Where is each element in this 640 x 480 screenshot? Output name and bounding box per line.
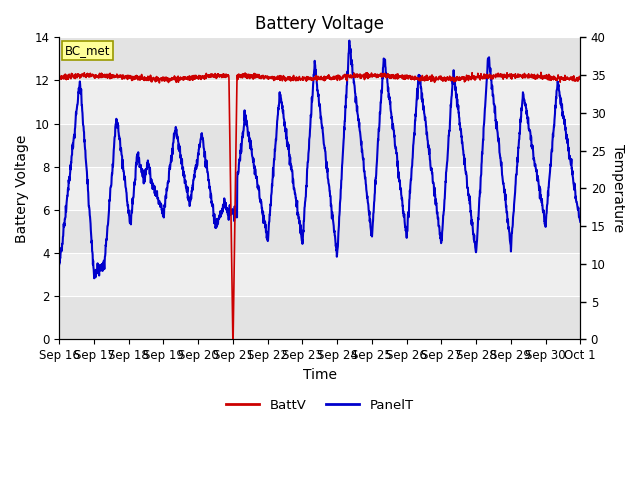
X-axis label: Time: Time: [303, 368, 337, 382]
Title: Battery Voltage: Battery Voltage: [255, 15, 384, 33]
Y-axis label: Battery Voltage: Battery Voltage: [15, 134, 29, 242]
Bar: [60, 253, 580, 296]
Bar: [60, 37, 580, 81]
Bar: [60, 296, 580, 339]
Bar: [60, 210, 580, 253]
Legend: BattV, PanelT: BattV, PanelT: [221, 394, 419, 417]
Bar: [60, 81, 580, 124]
Bar: [60, 167, 580, 210]
Text: BC_met: BC_met: [65, 44, 110, 57]
Bar: [60, 124, 580, 167]
Y-axis label: Temperature: Temperature: [611, 144, 625, 232]
